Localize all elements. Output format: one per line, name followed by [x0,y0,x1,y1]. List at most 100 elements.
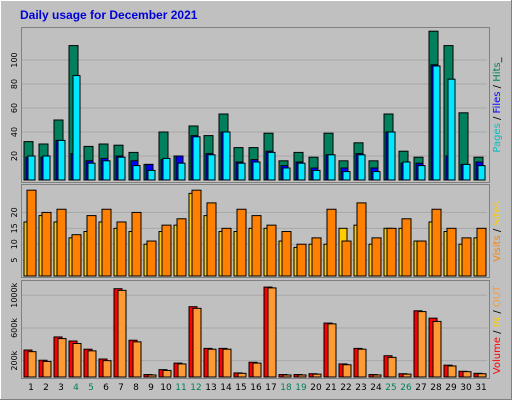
y-axis-label-hits-files-pages: Pages / Files / Hits_ [492,56,503,152]
x-day-label-4: 4 [73,383,79,393]
x-day-label-26: 26 [400,383,412,393]
bar-visits-day-22 [341,240,352,277]
bar-visits-day-1 [26,189,37,277]
x-day-label-18: 18 [280,383,292,393]
y-tick-labels: 20 40 60 80 100 5 10 15 20 200k 600k 1000k [10,52,19,370]
x-day-label-6: 6 [103,383,109,393]
bar-pages-day-12 [192,136,201,181]
bar-visits-day-6 [101,208,112,277]
y-tick-label: 20 [10,207,19,217]
bar-pages-day-9 [147,169,156,181]
bar-out-day-20 [312,373,322,378]
y-tick-label: 60 [10,103,19,113]
bar-out-day-21 [327,323,337,378]
bar-pages-day-21 [327,154,336,181]
bar-visits-day-18 [281,231,292,277]
bar-pages-day-24 [372,171,381,181]
bar-out-day-30 [462,371,472,378]
bar-visits-day-3 [56,208,67,277]
x-day-label-13: 13 [205,383,216,393]
bar-visits-day-4 [71,234,82,277]
bar-pages-day-19 [297,162,306,181]
bar-visits-day-17 [266,224,277,277]
bar-visits-day-29 [446,227,457,277]
y-tick-label: 1000k [10,282,19,307]
bar-visits-day-24 [371,237,382,277]
bar-pages-day-20 [312,169,321,181]
bar-visits-day-15 [236,208,247,277]
bar-pages-day-15 [237,162,246,181]
bar-pages-day-3 [57,139,66,181]
bar-pages-day-2 [42,155,51,181]
bar-out-day-28 [432,320,442,378]
bar-out-day-25 [387,356,397,378]
bar-out-day-5 [87,350,97,378]
bar-out-day-1 [27,351,37,378]
bar-out-day-27 [417,311,427,378]
x-day-label-14: 14 [220,383,232,393]
x-day-label-23: 23 [355,383,366,393]
y-tick-label: 100 [10,52,19,67]
x-day-label-8: 8 [133,383,139,393]
bar-out-day-2 [42,360,52,378]
y-tick-label: 5 [10,258,19,263]
bar-out-day-23 [357,348,367,378]
x-day-label-15: 15 [235,383,246,393]
bar-out-day-7 [117,289,127,378]
bar-visits-day-23 [356,202,367,277]
bar-visits-day-26 [401,218,412,277]
x-day-label-25: 25 [385,383,396,393]
bar-pages-day-23 [357,154,366,181]
chart-title: Daily usage for December 2021 [20,8,198,22]
bar-out-day-18 [282,374,292,378]
bar-out-day-12 [192,307,202,378]
bar-visits-day-16 [251,215,262,277]
bar-out-day-29 [447,365,457,378]
bar-pages-day-29 [447,78,456,181]
y-tick-label: 40 [10,127,19,137]
bar-pages-day-18 [282,167,291,181]
bar-out-day-26 [402,373,412,378]
y-axis-label-visits-sites: Visits / Sites [492,201,503,262]
bar-pages-day-22 [342,171,351,181]
x-day-label-5: 5 [88,383,94,393]
bar-visits-day-10 [161,224,172,277]
bar-pages-day-27 [417,165,426,181]
bar-pages-day-17 [267,151,276,181]
bar-pages-day-30 [462,163,471,181]
bar-visits-day-11 [176,218,187,277]
bar-pages-day-28 [432,65,441,181]
x-day-label-2: 2 [43,383,49,393]
y-tick-label: 20 [10,151,19,161]
bar-visits-day-21 [326,208,337,277]
bar-out-day-24 [372,374,382,378]
bar-visits-day-25 [386,227,397,277]
bar-pages-day-13 [207,154,216,181]
bar-pages-day-14 [222,131,231,181]
y-tick-label: 15 [10,223,19,233]
x-day-label-24: 24 [370,383,382,393]
bar-pages-day-4 [72,75,81,181]
x-day-label-1: 1 [28,383,34,393]
y-tick-label: 200k [10,350,19,370]
bar-visits-day-7 [116,221,127,277]
y-tick-label: 600k [10,318,19,338]
bar-out-day-3 [57,338,67,378]
x-day-label-31: 31 [475,383,486,393]
bar-out-day-10 [162,369,172,378]
bar-out-day-11 [177,363,187,378]
bar-pages-day-26 [402,161,411,181]
bar-pages-day-8 [132,165,141,181]
bar-pages-day-10 [162,157,171,181]
bar-out-day-19 [297,374,307,378]
bar-pages-day-31 [477,165,486,181]
bar-pages-day-11 [177,162,186,181]
bar-visits-day-27 [416,240,427,277]
bar-pages-day-7 [117,156,126,181]
x-day-label-9: 9 [148,383,154,393]
bar-visits-day-2 [41,211,52,277]
bar-out-day-8 [132,341,142,378]
bar-visits-day-12 [191,189,202,277]
